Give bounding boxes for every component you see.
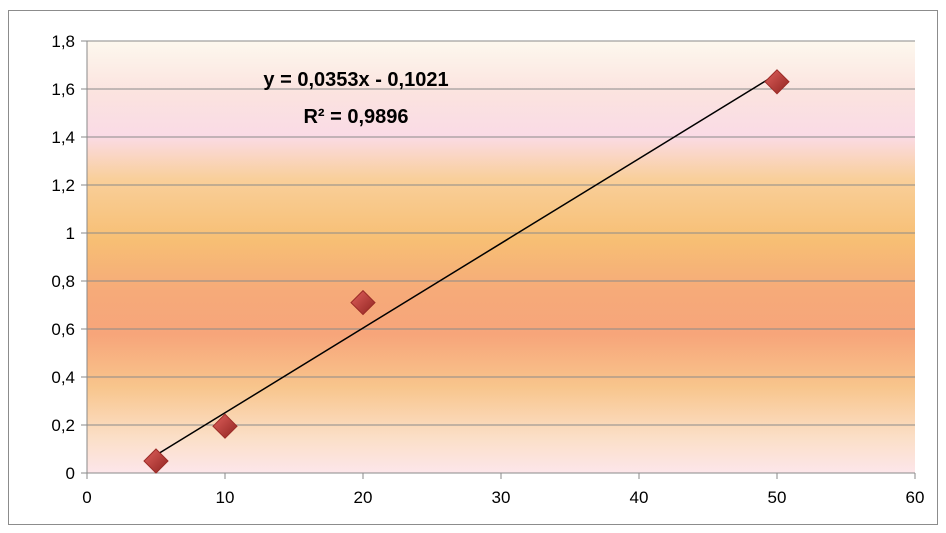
data-points	[143, 69, 790, 474]
trendline-r-squared: R² = 0,9896	[303, 106, 408, 128]
y-tick-label: 1,8	[51, 32, 75, 51]
scatter-chart: 00,20,40,60,811,21,41,61,80 10 20 30 40 50 60 …	[51, 32, 924, 507]
gridlines	[87, 40, 915, 426]
tick-labels: 0 0,2 0,4 0,6 0,8 1 1,2 1,4 1,6 1,8 0 10 20 30 40 50 60	[51, 32, 924, 507]
y-tick-label: 1,4	[51, 128, 75, 147]
trendline-layer	[155, 73, 778, 456]
x-tick-label: 40	[630, 488, 649, 507]
data-point	[764, 69, 790, 95]
x-tick-label: 20	[354, 488, 373, 507]
y-tick-label: 0,6	[51, 320, 75, 339]
y-tick-label: 0,4	[51, 368, 75, 387]
x-tick-label: 50	[768, 488, 787, 507]
y-tick-label: 1	[66, 224, 75, 243]
axes	[81, 40, 916, 479]
y-tick-label: 0	[66, 464, 75, 483]
chart-frame: 0 0,2 0,4 0,6 0,8 1 1,2 1,4 1,6 1,8 0 10 20 30 40 50 60 …	[8, 10, 938, 525]
x-tick-label: 30	[492, 488, 511, 507]
y-tick-label: 1,6	[51, 80, 75, 99]
y-tick-label: 1,2	[51, 176, 75, 195]
data-point	[350, 289, 376, 316]
y-tick-label: 0,8	[51, 272, 75, 291]
x-tick-label: 60	[906, 488, 925, 507]
y-tick-label: 0,2	[51, 416, 75, 435]
trendline-equation: y = 0,0353x - 0,1021	[263, 69, 448, 91]
x-tick-label: 10	[216, 488, 235, 507]
data-point	[143, 448, 169, 474]
trendline	[155, 73, 778, 456]
x-tick-label: 0	[82, 488, 91, 507]
plot-area-background	[87, 41, 915, 473]
data-point	[212, 413, 238, 439]
